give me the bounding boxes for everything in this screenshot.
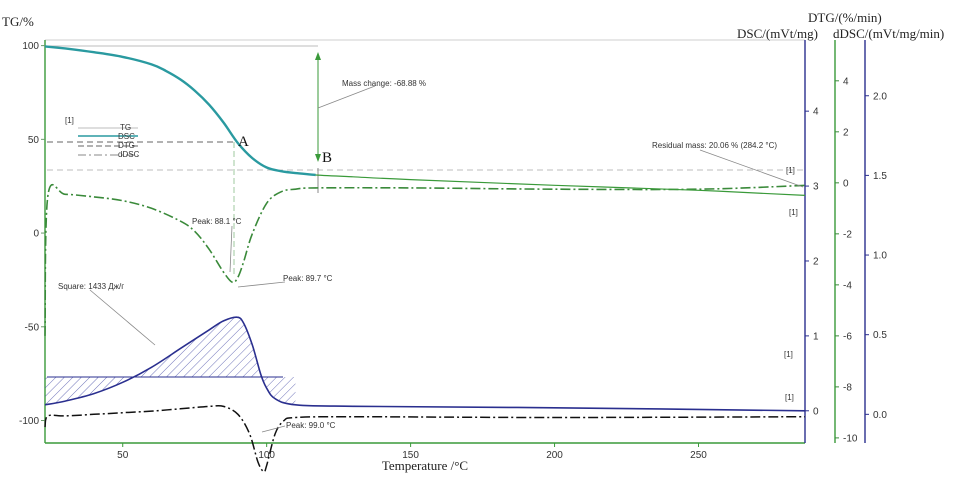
tg-tick-label: 50 [28, 135, 40, 146]
dsc-peak-area [45, 317, 296, 405]
tg-tick-label: -100 [19, 416, 39, 427]
x-tick-label: 200 [546, 450, 563, 461]
tg-curve [44, 45, 316, 177]
dtg-tick-label: -10 [843, 433, 858, 444]
legend: [1] TG DSC DTG dDSC [65, 116, 140, 159]
ddsc-peak-label: Peak: 99.0 °C [286, 421, 336, 430]
x-tick-label: 50 [117, 450, 129, 461]
residual-mass-label: Residual mass: 20.06 % (284.2 °C) [652, 141, 777, 150]
dtg-tick-label: 4 [843, 76, 849, 87]
ddsc-tick-label: 0.5 [873, 330, 887, 341]
ddsc-peak-leader [261, 425, 286, 433]
square-label: Square: 1433 Дж/г [58, 282, 124, 291]
dtg-tick-label: 2 [843, 127, 849, 138]
ddsc-axis-title: dDSC/(mVt/mg/min) [833, 26, 944, 41]
dsc-tick-label: 2 [813, 256, 819, 267]
dsc-axis-title: DSC/(mVt/mg) [737, 26, 818, 41]
dtg-tick-label: 0 [843, 178, 849, 189]
dsc-tick-label: 3 [813, 182, 819, 193]
legend-label-dsc: DSC [118, 132, 135, 141]
mass-change-label: Mass change: -68.88 % [342, 79, 426, 88]
legend-label-tg: TG [120, 123, 131, 132]
dsc-tick-label: 4 [813, 107, 819, 118]
dsc-tick-label: 0 [813, 406, 819, 417]
dsc-curve [44, 316, 806, 412]
mass-change-arrow-head-down [315, 154, 321, 162]
mass-change-leader [317, 85, 376, 109]
tg-curve-shadow [44, 45, 806, 196]
ddsc-tick-label: 1.0 [873, 251, 887, 262]
dtg-peak-leader [229, 225, 233, 273]
x-tick-label: 250 [690, 450, 707, 461]
end-marker-ddsc: [1] [785, 393, 794, 402]
ddsc-tick-label: 0.0 [873, 410, 887, 421]
tg-ticks: 100 50 0 -50 -100 [19, 41, 45, 427]
dtg-tick-label: -8 [843, 382, 852, 393]
ddsc-tick-label: 2.0 [873, 91, 887, 102]
dsc-peak-label: Peak: 89.7 °C [283, 274, 333, 283]
ddsc-tick-label: 1.5 [873, 171, 887, 182]
dtg-ticks: 4 2 0 -2 -4 -6 -8 -10 [835, 76, 858, 444]
dtg-tick-label: -2 [843, 229, 852, 240]
residual-mass-leader [699, 149, 804, 188]
tg-tick-label: 0 [33, 229, 39, 240]
dsc-peak-leader [237, 281, 286, 288]
ddsc-ticks: 2.0 1.5 1.0 0.5 0.0 [865, 91, 887, 421]
x-ticks: 50 100 150 200 250 [117, 443, 707, 461]
point-a-label: A [238, 134, 249, 150]
dtg-peak-label: Peak: 88.1 °C [192, 217, 242, 226]
dtg-curve [44, 183, 806, 336]
x-tick-label: 150 [402, 450, 419, 461]
tg-tick-label: 100 [22, 41, 39, 52]
legend-label-ddsc: dDSC [118, 150, 140, 159]
tg-axis-title: TG/% [2, 14, 34, 29]
legend-header: [1] [65, 116, 74, 125]
x-tick-label: 100 [258, 450, 275, 461]
construction-lines [47, 45, 803, 276]
legend-label-dtg: DTG [118, 141, 135, 150]
end-marker-dsc: [1] [784, 350, 793, 359]
dtg-tick-label: -6 [843, 331, 852, 342]
end-marker-dtg: [1] [789, 208, 798, 217]
point-b-label: B [322, 150, 332, 166]
dtg-axis-title: DTG/(%/min) [808, 10, 882, 25]
mass-change-arrow-head-up [315, 52, 321, 60]
tg-tick-label: -50 [25, 322, 40, 333]
dtg-tick-label: -4 [843, 280, 852, 291]
plot-frame [44, 39, 866, 444]
end-marker-tg: [1] [786, 166, 795, 175]
x-axis-title: Temperature /°C [382, 458, 468, 473]
dsc-ticks: 4 3 2 1 0 [805, 107, 819, 417]
square-leader [89, 289, 156, 346]
annotations: A B Mass change: -68.88 % Residual mass:… [58, 79, 804, 433]
dsc-tick-label: 1 [813, 331, 819, 342]
